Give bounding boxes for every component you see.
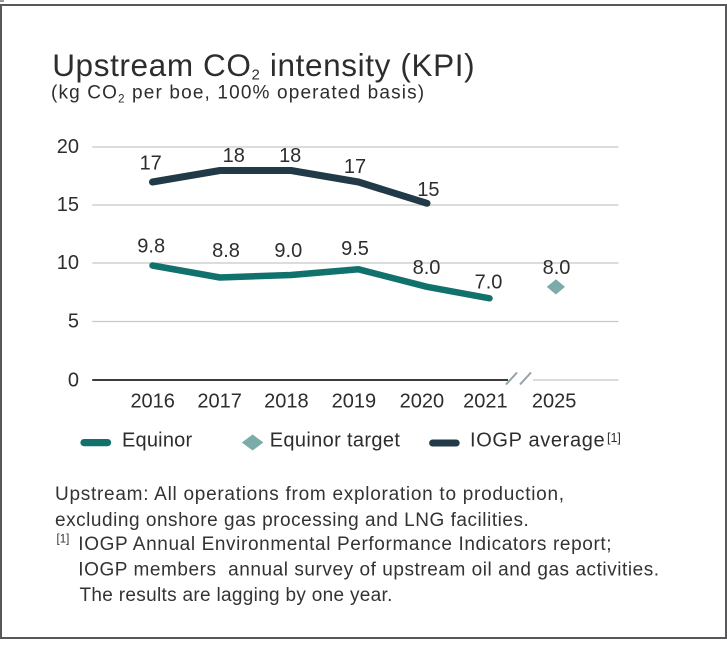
- svg-text:[1]: [1]: [607, 431, 621, 445]
- svg-text:Equinor: Equinor: [122, 430, 192, 452]
- svg-text:2025: 2025: [532, 391, 577, 413]
- svg-text:(kg CO2 per boe, 100% operated: (kg CO2 per boe, 100% operated basis): [51, 83, 425, 106]
- svg-text:2018: 2018: [264, 391, 309, 413]
- svg-text:5: 5: [68, 310, 79, 332]
- svg-text:2016: 2016: [130, 391, 175, 413]
- svg-text:Equinor target: Equinor target: [270, 430, 401, 452]
- svg-text:Upstream CO2 intensity (KPI): Upstream CO2 intensity (KPI): [52, 47, 475, 84]
- svg-text:IOGP members annual survey of: IOGP members annual survey of upstream o…: [78, 560, 659, 581]
- svg-text:8.0: 8.0: [543, 257, 571, 279]
- svg-text:17: 17: [344, 156, 366, 178]
- svg-text:0: 0: [68, 369, 79, 391]
- svg-text:9.0: 9.0: [274, 240, 302, 262]
- svg-text:2020: 2020: [400, 391, 445, 413]
- svg-text:IOGP Annual Environmental Perf: IOGP Annual Environmental Performance In…: [78, 534, 612, 555]
- svg-text:20: 20: [57, 136, 79, 158]
- svg-text:[1]: [1]: [57, 534, 70, 546]
- svg-text:IOGP average: IOGP average: [470, 430, 605, 452]
- svg-text:2017: 2017: [197, 391, 242, 413]
- svg-text:17: 17: [140, 153, 162, 175]
- svg-text:15: 15: [57, 194, 79, 216]
- svg-text:9.5: 9.5: [341, 238, 369, 260]
- svg-text:7.0: 7.0: [475, 272, 503, 294]
- svg-text:The results are lagging by one: The results are lagging by one year.: [80, 585, 393, 606]
- svg-text:9.8: 9.8: [137, 235, 165, 257]
- svg-text:10: 10: [57, 252, 79, 274]
- svg-text:15: 15: [417, 179, 439, 201]
- svg-text:18: 18: [279, 145, 301, 167]
- svg-text:8.0: 8.0: [413, 257, 441, 279]
- svg-text:Upstream: All operations from: Upstream: All operations from exploratio…: [55, 484, 565, 505]
- svg-text:8.8: 8.8: [212, 240, 240, 262]
- svg-text:2021: 2021: [463, 391, 508, 413]
- svg-text:2019: 2019: [332, 391, 377, 413]
- svg-text:excluding onshore gas processi: excluding onshore gas processing and LNG…: [55, 510, 529, 531]
- svg-text:18: 18: [223, 145, 245, 167]
